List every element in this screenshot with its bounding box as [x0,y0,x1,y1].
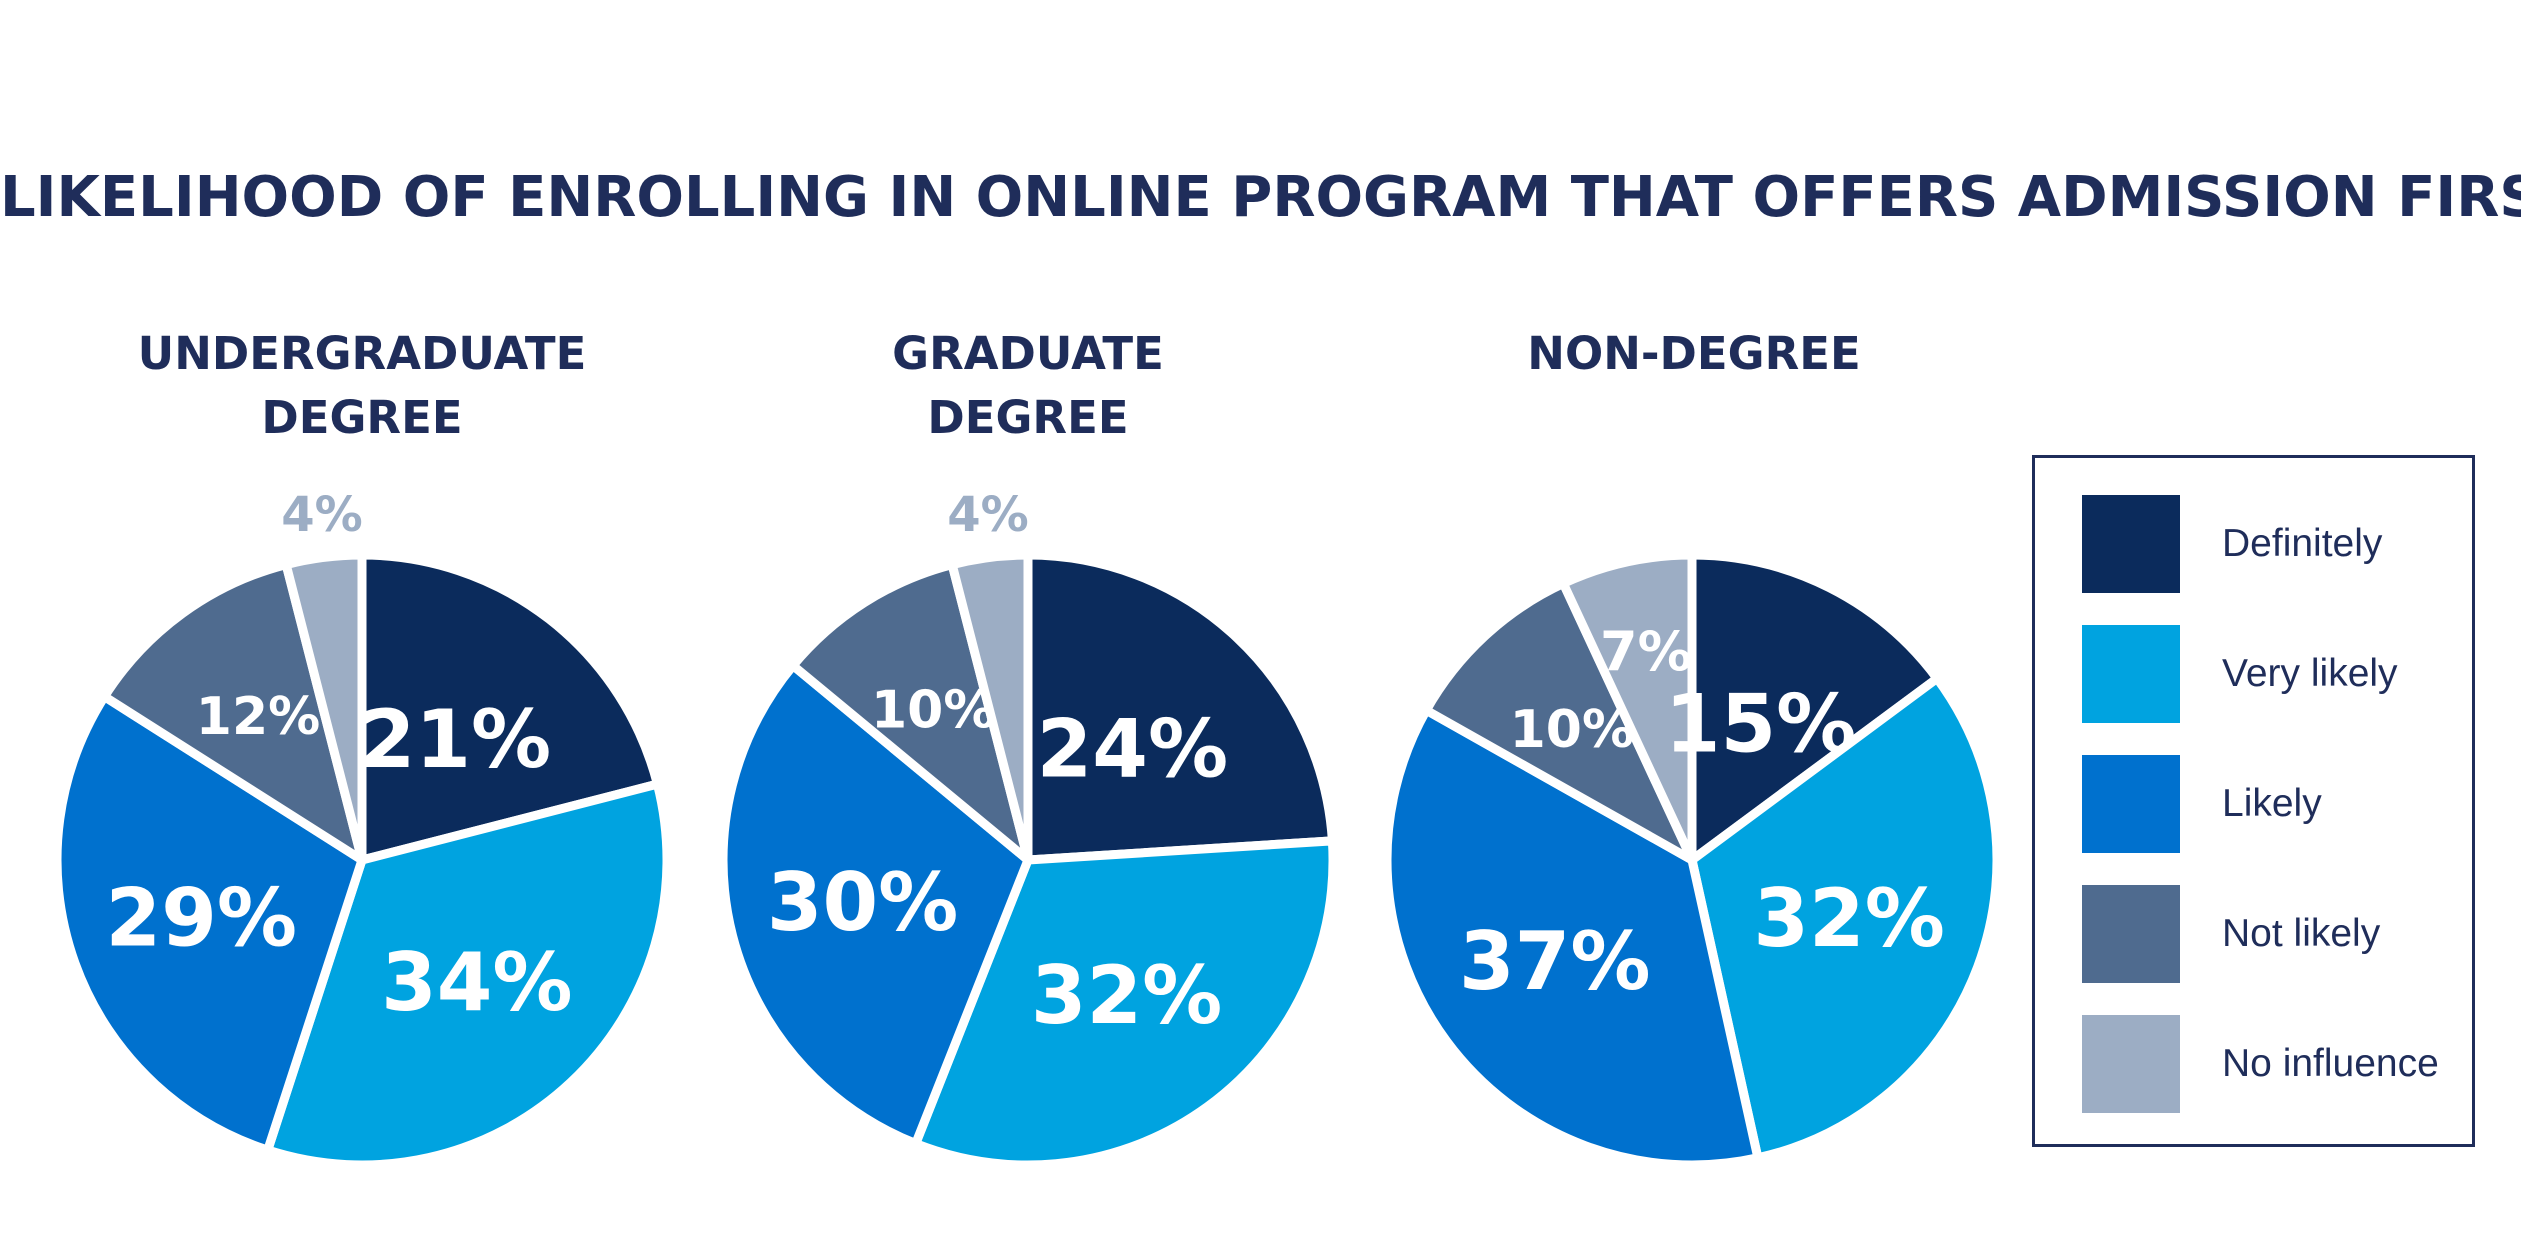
pie-title-line: DEGREE [927,391,1129,444]
legend-label: Very likely [2222,652,2398,695]
pie-label-likely: 30% [767,856,958,949]
legend-item-no-influence: No influence [2082,1015,2462,1113]
pie-title-line: UNDERGRADUATE [137,327,587,380]
legend-label: Likely [2222,782,2322,825]
legend-item-very-likely: Very likely [2082,625,2462,723]
legend-swatch [2082,755,2180,853]
pie-label-no-influence: 4% [947,487,1029,543]
legend-item-likely: Likely [2082,755,2462,853]
pie-title-line: DEGREE [261,391,463,444]
pie-label-no-influence: 7% [1600,620,1692,683]
pie-slice-likely [1382,705,1763,1170]
pie-slice-not-likely [1421,578,1697,865]
pie-title-line: NON-DEGREE [1527,327,1861,380]
pie-slice-definitely [1687,550,1942,865]
pie-label-very-likely: 34% [381,936,572,1029]
legend-item-definitely: Definitely [2082,495,2462,593]
pie-label-likely: 37% [1459,915,1650,1008]
pie-slice-likely [718,661,1033,1149]
legend: Definitely Very likely Likely Not likely… [2032,455,2475,1147]
pie-title-graduate: GRADUATE DEGREE [708,322,1348,450]
pie-label-very-likely: 32% [1753,872,1944,965]
pie-slice-very-likely [263,779,672,1170]
legend-swatch [2082,495,2180,593]
pie-slice-likely [52,692,367,1155]
pie-slice-no-influence [281,550,367,865]
legend-label: Definitely [2222,522,2383,565]
pie-label-definitely: 21% [360,693,551,786]
pie-chart-1: 21% 34% 29% 12% 4% [52,487,672,1170]
pie-label-not-likely: 10% [871,681,995,741]
pie-label-not-likely: 10% [1510,700,1634,760]
pie-label-definitely: 24% [1037,702,1228,795]
pie-label-likely: 29% [106,871,297,964]
pie-label-not-likely: 12% [196,687,320,747]
pie-title-undergraduate: UNDERGRADUATE DEGREE [42,322,682,450]
pie-slice-very-likely [911,836,1338,1170]
legend-swatch [2082,1015,2180,1113]
legend-item-not-likely: Not likely [2082,885,2462,983]
pie-chart-3: 15% 32% 37% 10% 7% [1382,550,2002,1170]
legend-label: Not likely [2222,912,2381,955]
pie-slice-very-likely [1687,673,2002,1163]
legend-swatch [2082,625,2180,723]
legend-swatch [2082,885,2180,983]
pie-slice-definitely [357,550,662,865]
pie-title-non-degree: NON-DEGREE [1374,322,2014,386]
pie-chart-2: 24% 32% 30% 10% 4% [718,487,1338,1170]
pie-slice-no-influence [1558,550,1697,865]
pie-slice-definitely [1023,550,1337,865]
pie-label-very-likely: 32% [1031,949,1222,1042]
pie-slice-no-influence [947,550,1033,865]
pie-label-definitely: 15% [1665,677,1856,770]
chart-title: LIKELIHOOD OF ENROLLING IN ONLINE PROGRA… [0,165,2521,230]
pie-title-line: GRADUATE [892,327,1164,380]
pie-slice-not-likely [99,560,367,865]
pie-label-no-influence: 4% [281,487,363,543]
legend-label: No influence [2222,1042,2439,1085]
